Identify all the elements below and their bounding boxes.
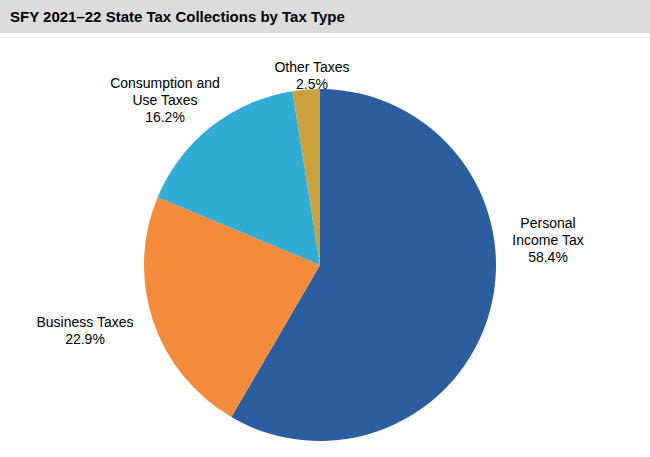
svg-text:PersonalIncome Tax58.4%: PersonalIncome Tax58.4% — [512, 215, 583, 265]
svg-text:Consumption andUse Taxes16.2%: Consumption andUse Taxes16.2% — [110, 75, 220, 125]
html-text:SFY 2021–22 State Tax Collecti: SFY 2021–22 State Tax Collections by Tax… — [10, 8, 345, 25]
svg-text:Business Taxes22.9%: Business Taxes22.9% — [36, 314, 133, 347]
svg-text:Other Taxes2.5%: Other Taxes2.5% — [274, 59, 349, 92]
